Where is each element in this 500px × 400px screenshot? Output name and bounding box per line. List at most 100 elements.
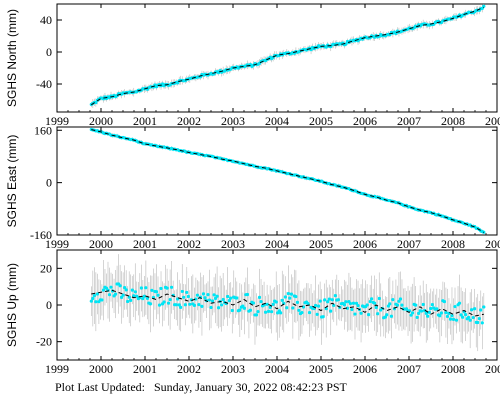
data-point bbox=[383, 315, 387, 319]
data-point bbox=[183, 303, 187, 307]
data-point bbox=[210, 299, 215, 303]
data-point bbox=[297, 308, 301, 312]
data-point bbox=[280, 298, 284, 302]
data-point bbox=[227, 298, 231, 303]
data-point bbox=[188, 302, 192, 306]
x-tick-label: 2006 bbox=[353, 362, 377, 376]
data-point bbox=[426, 314, 430, 318]
data-point bbox=[342, 303, 346, 307]
data-point bbox=[464, 313, 468, 317]
y-tick-label: 0 bbox=[46, 176, 52, 190]
data-point bbox=[454, 318, 459, 322]
data-point bbox=[350, 307, 354, 312]
data-point bbox=[307, 310, 312, 315]
data-point bbox=[351, 301, 356, 305]
data-point bbox=[101, 288, 106, 292]
data-point bbox=[407, 309, 412, 313]
data-points bbox=[89, 282, 486, 325]
data-point bbox=[195, 293, 199, 297]
data-point bbox=[194, 297, 198, 301]
data-point bbox=[89, 299, 93, 303]
data-point bbox=[451, 317, 456, 321]
data-point bbox=[207, 298, 212, 302]
data-point bbox=[274, 300, 278, 304]
data-point bbox=[270, 310, 274, 314]
data-point bbox=[123, 286, 127, 290]
data-point bbox=[139, 286, 143, 290]
x-tick-label: 2005 bbox=[309, 237, 333, 251]
plot-footer: Plot Last Updated: Sunday, January 30, 2… bbox=[55, 380, 347, 395]
data-point bbox=[256, 309, 260, 314]
data-point bbox=[479, 308, 483, 312]
data-point bbox=[180, 289, 184, 294]
data-point bbox=[95, 292, 99, 296]
data-point bbox=[217, 306, 221, 310]
data-point bbox=[267, 309, 271, 313]
x-tick-label: 1999 bbox=[45, 237, 69, 251]
data-point bbox=[229, 296, 233, 300]
data-point bbox=[209, 305, 213, 310]
x-tick-label: 2008 bbox=[441, 114, 465, 128]
data-point bbox=[197, 302, 201, 307]
data-point bbox=[471, 315, 475, 320]
x-tick-label: 2002 bbox=[177, 237, 201, 251]
data-point bbox=[330, 298, 334, 302]
data-point bbox=[289, 292, 293, 296]
data-point bbox=[271, 302, 275, 306]
x-tick-label: 2002 bbox=[177, 114, 201, 128]
data-point bbox=[445, 314, 450, 319]
data-point bbox=[235, 296, 239, 300]
data-point bbox=[265, 302, 269, 306]
data-point bbox=[288, 296, 292, 300]
data-point bbox=[373, 301, 377, 305]
data-point bbox=[285, 306, 289, 310]
data-point bbox=[376, 312, 380, 316]
x-tick-label: 2006 bbox=[353, 237, 377, 251]
data-point bbox=[133, 290, 137, 294]
data-point bbox=[156, 293, 160, 297]
data-point bbox=[182, 295, 186, 299]
data-point bbox=[429, 306, 433, 311]
data-point bbox=[92, 293, 96, 298]
data-point bbox=[459, 313, 463, 317]
data-point bbox=[94, 300, 98, 304]
x-tick-label: 2008 bbox=[441, 237, 465, 251]
y-tick-label: -20 bbox=[36, 335, 52, 349]
data-point bbox=[348, 301, 353, 306]
x-tick-label: 2005 bbox=[309, 114, 333, 128]
data-point bbox=[127, 295, 131, 299]
data-point bbox=[238, 308, 242, 312]
data-point bbox=[221, 297, 225, 302]
data-point bbox=[142, 294, 146, 298]
x-tick-label: 2000 bbox=[89, 237, 113, 251]
data-point bbox=[141, 296, 145, 301]
x-tick-label: 2001 bbox=[133, 114, 157, 128]
data-point bbox=[120, 295, 124, 299]
data-point bbox=[215, 294, 219, 298]
data-point bbox=[460, 315, 465, 319]
data-point bbox=[400, 303, 404, 307]
data-point bbox=[179, 305, 183, 309]
data-point bbox=[439, 311, 443, 315]
data-point bbox=[91, 296, 95, 301]
data-point bbox=[442, 299, 447, 304]
data-point bbox=[359, 311, 363, 315]
data-point bbox=[100, 298, 104, 302]
data-point bbox=[286, 291, 290, 296]
data-point bbox=[427, 310, 431, 314]
data-point bbox=[165, 286, 169, 290]
data-point bbox=[417, 311, 421, 316]
data-point bbox=[332, 303, 336, 307]
x-tick-label: 2003 bbox=[221, 362, 245, 376]
y-tick-label: 40 bbox=[40, 13, 52, 27]
data-point bbox=[145, 296, 149, 300]
data-point bbox=[354, 301, 359, 305]
x-tick-label: 2004 bbox=[265, 362, 289, 376]
data-points bbox=[89, 127, 486, 234]
data-point bbox=[409, 313, 413, 317]
data-point bbox=[410, 311, 415, 315]
data-point bbox=[415, 315, 419, 319]
data-point bbox=[438, 314, 442, 318]
data-point bbox=[448, 317, 453, 321]
footer-label: Plot Last Updated: bbox=[55, 380, 145, 394]
